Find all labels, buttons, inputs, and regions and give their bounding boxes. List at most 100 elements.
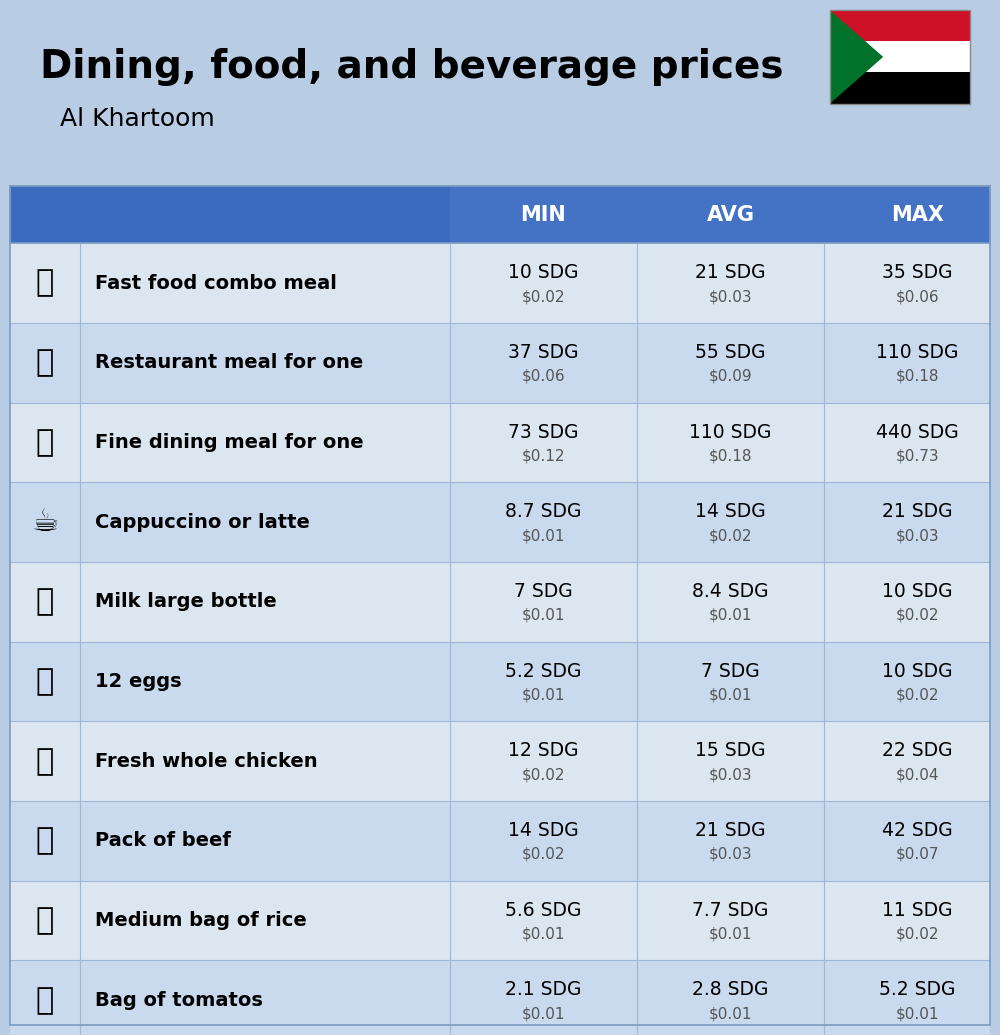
Text: $0.01: $0.01 bbox=[522, 608, 565, 623]
Text: $0.18: $0.18 bbox=[709, 448, 752, 464]
Text: $0.01: $0.01 bbox=[709, 608, 752, 623]
Text: $0.01: $0.01 bbox=[522, 687, 565, 703]
FancyBboxPatch shape bbox=[10, 403, 990, 482]
Text: 21 SDG: 21 SDG bbox=[695, 821, 766, 840]
Text: Fresh whole chicken: Fresh whole chicken bbox=[95, 751, 318, 771]
FancyBboxPatch shape bbox=[10, 642, 990, 721]
Text: 110 SDG: 110 SDG bbox=[876, 343, 959, 362]
Text: 15 SDG: 15 SDG bbox=[695, 741, 766, 761]
Text: $0.01: $0.01 bbox=[522, 528, 565, 543]
Text: 🥚: 🥚 bbox=[36, 667, 54, 697]
Text: 12 eggs: 12 eggs bbox=[95, 672, 182, 691]
Text: $0.01: $0.01 bbox=[709, 1006, 752, 1022]
Text: 🍔: 🍔 bbox=[36, 268, 54, 298]
Text: 7.7 SDG: 7.7 SDG bbox=[692, 900, 769, 920]
Text: $0.02: $0.02 bbox=[709, 528, 752, 543]
Text: 11 SDG: 11 SDG bbox=[882, 900, 953, 920]
Text: 🍗: 🍗 bbox=[36, 746, 54, 776]
Text: Fine dining meal for one: Fine dining meal for one bbox=[95, 433, 364, 452]
Text: Cappuccino or latte: Cappuccino or latte bbox=[95, 512, 310, 532]
FancyBboxPatch shape bbox=[10, 482, 990, 562]
Text: $0.06: $0.06 bbox=[896, 289, 939, 304]
Text: 21 SDG: 21 SDG bbox=[882, 502, 953, 522]
FancyBboxPatch shape bbox=[830, 41, 970, 72]
Text: 55 SDG: 55 SDG bbox=[695, 343, 766, 362]
Text: $0.01: $0.01 bbox=[896, 1006, 939, 1022]
Text: $0.12: $0.12 bbox=[522, 448, 565, 464]
Text: 35 SDG: 35 SDG bbox=[882, 263, 953, 283]
Text: 12 SDG: 12 SDG bbox=[508, 741, 579, 761]
Text: 8.4 SDG: 8.4 SDG bbox=[692, 582, 769, 601]
Text: Dining, food, and beverage prices: Dining, food, and beverage prices bbox=[40, 49, 784, 86]
Text: $0.01: $0.01 bbox=[522, 1006, 565, 1022]
Text: $0.02: $0.02 bbox=[522, 767, 565, 782]
FancyBboxPatch shape bbox=[10, 323, 990, 403]
Text: 8.7 SDG: 8.7 SDG bbox=[505, 502, 582, 522]
Text: 5.2 SDG: 5.2 SDG bbox=[879, 980, 956, 1000]
Text: $0.02: $0.02 bbox=[522, 847, 565, 862]
Text: 5.2 SDG: 5.2 SDG bbox=[505, 661, 582, 681]
Text: 🍅: 🍅 bbox=[36, 985, 54, 1015]
Text: $0.02: $0.02 bbox=[896, 926, 939, 942]
Text: $0.03: $0.03 bbox=[896, 528, 939, 543]
FancyBboxPatch shape bbox=[10, 801, 990, 881]
FancyBboxPatch shape bbox=[830, 10, 970, 41]
FancyBboxPatch shape bbox=[10, 243, 990, 323]
Text: $0.09: $0.09 bbox=[709, 368, 752, 384]
Text: 42 SDG: 42 SDG bbox=[882, 821, 953, 840]
Text: $0.02: $0.02 bbox=[522, 289, 565, 304]
Text: Fast food combo meal: Fast food combo meal bbox=[95, 273, 337, 293]
Text: $0.02: $0.02 bbox=[896, 608, 939, 623]
Text: 7 SDG: 7 SDG bbox=[514, 582, 573, 601]
Text: 22 SDG: 22 SDG bbox=[882, 741, 953, 761]
Text: 14 SDG: 14 SDG bbox=[695, 502, 766, 522]
Text: Bag of tomatos: Bag of tomatos bbox=[95, 990, 263, 1010]
Text: 🥩: 🥩 bbox=[36, 826, 54, 856]
Text: 🥛: 🥛 bbox=[36, 587, 54, 617]
Text: Restaurant meal for one: Restaurant meal for one bbox=[95, 353, 363, 373]
FancyBboxPatch shape bbox=[10, 186, 450, 243]
Text: Milk large bottle: Milk large bottle bbox=[95, 592, 277, 612]
Text: 🍳: 🍳 bbox=[36, 348, 54, 378]
Text: ☕: ☕ bbox=[31, 507, 59, 537]
FancyBboxPatch shape bbox=[10, 881, 990, 960]
Text: 440 SDG: 440 SDG bbox=[876, 422, 959, 442]
FancyBboxPatch shape bbox=[10, 186, 990, 243]
Text: $0.01: $0.01 bbox=[709, 687, 752, 703]
Text: 2.8 SDG: 2.8 SDG bbox=[692, 980, 769, 1000]
FancyBboxPatch shape bbox=[830, 72, 970, 104]
FancyBboxPatch shape bbox=[10, 562, 990, 642]
Text: 7 SDG: 7 SDG bbox=[701, 661, 760, 681]
Text: $0.04: $0.04 bbox=[896, 767, 939, 782]
Text: 37 SDG: 37 SDG bbox=[508, 343, 579, 362]
Text: Medium bag of rice: Medium bag of rice bbox=[95, 911, 307, 930]
Text: 10 SDG: 10 SDG bbox=[508, 263, 579, 283]
Text: Pack of beef: Pack of beef bbox=[95, 831, 231, 851]
Text: $0.01: $0.01 bbox=[522, 926, 565, 942]
Text: 14 SDG: 14 SDG bbox=[508, 821, 579, 840]
Text: $0.01: $0.01 bbox=[709, 926, 752, 942]
Text: $0.07: $0.07 bbox=[896, 847, 939, 862]
Text: Al Khartoom: Al Khartoom bbox=[60, 107, 215, 131]
Polygon shape bbox=[830, 10, 883, 104]
Text: 10 SDG: 10 SDG bbox=[882, 661, 953, 681]
Text: 21 SDG: 21 SDG bbox=[695, 263, 766, 283]
FancyBboxPatch shape bbox=[10, 721, 990, 801]
Text: 110 SDG: 110 SDG bbox=[689, 422, 772, 442]
FancyBboxPatch shape bbox=[10, 960, 990, 1035]
Text: $0.03: $0.03 bbox=[709, 289, 752, 304]
Text: $0.02: $0.02 bbox=[896, 687, 939, 703]
Text: MAX: MAX bbox=[891, 205, 944, 225]
Text: 🍽️: 🍽️ bbox=[36, 427, 54, 457]
Text: $0.06: $0.06 bbox=[522, 368, 565, 384]
Text: 2.1 SDG: 2.1 SDG bbox=[505, 980, 582, 1000]
Text: $0.03: $0.03 bbox=[709, 767, 752, 782]
Text: 🍚: 🍚 bbox=[36, 906, 54, 936]
Text: $0.73: $0.73 bbox=[896, 448, 939, 464]
Text: MIN: MIN bbox=[521, 205, 566, 225]
Text: $0.18: $0.18 bbox=[896, 368, 939, 384]
Text: 5.6 SDG: 5.6 SDG bbox=[505, 900, 582, 920]
Text: AVG: AVG bbox=[706, 205, 755, 225]
Text: 10 SDG: 10 SDG bbox=[882, 582, 953, 601]
Text: $0.03: $0.03 bbox=[709, 847, 752, 862]
